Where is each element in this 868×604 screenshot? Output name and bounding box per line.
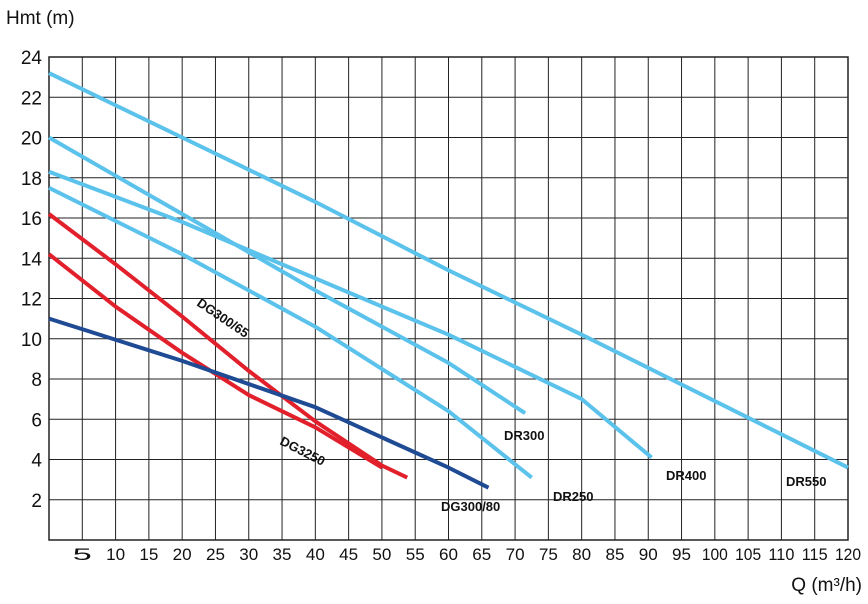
x-tick-label: 80: [572, 545, 591, 564]
x-tick-label: 120: [835, 545, 861, 564]
y-tick-label: 24: [21, 48, 43, 69]
y-tick-label: 16: [21, 209, 42, 230]
grid: [48, 56, 849, 541]
x-tick-label: 60: [439, 545, 458, 564]
series-line-dr300: [48, 135, 527, 415]
x-tick-label: 115: [802, 545, 828, 564]
x-tick-label: 90: [639, 545, 658, 564]
x-tick-label: 105: [735, 545, 761, 564]
x-tick-label: 45: [339, 545, 358, 564]
x-tick-label: 40: [306, 545, 325, 564]
x-tick-label: 10: [106, 545, 125, 564]
y-tick-label: 10: [21, 330, 42, 351]
x-axis-label: Q (m³/h): [791, 575, 862, 596]
x-tick-label: 55: [406, 545, 425, 564]
series-label-dr250: DR250: [553, 489, 593, 504]
x-tick-labels: 5 10 15 20 25 30 35 40 45 50 55 60 65 70 75 80 85 90 95 100…: [73, 545, 861, 564]
x-tick-label: 70: [506, 545, 525, 564]
y-tick-label: 20: [21, 129, 42, 150]
x-tick-label: 110: [768, 545, 794, 564]
x-tick-label: 95: [672, 545, 691, 564]
series-label-dr550: DR550: [786, 474, 826, 489]
series-label-dg300-80: DG300/80: [441, 499, 500, 514]
y-tick-label: 14: [21, 249, 43, 270]
x-tick-label: 15: [139, 545, 158, 564]
series-line-dg300-65: [47, 212, 409, 480]
x-tick-label: 35: [273, 545, 292, 564]
series-lines: [47, 71, 849, 490]
y-tick-label: 4: [31, 451, 42, 472]
x-tick-label: 100: [702, 545, 728, 564]
x-tick-label: 25: [206, 545, 225, 564]
x-tick-label: 30: [239, 545, 258, 564]
series-label-dr300: DR300: [504, 428, 544, 443]
y-tick-label: 18: [21, 169, 42, 190]
series-label-dr400: DR400: [666, 468, 706, 483]
y-tick-label: 22: [21, 88, 42, 109]
series-label-dg3250: DG3250: [278, 433, 328, 468]
series-line-dg300-80: [48, 316, 490, 490]
y-axis-label: Hmt (m): [6, 8, 75, 29]
x-tick-label: 5: [73, 545, 92, 564]
series-line-dr550: [48, 71, 849, 470]
y-tick-label: 8: [31, 370, 42, 391]
y-tick-label: 6: [31, 410, 42, 431]
y-tick-label: 12: [21, 290, 42, 311]
x-tick-label: 20: [173, 545, 192, 564]
x-tick-label: 85: [605, 545, 624, 564]
x-tick-label: 50: [372, 545, 391, 564]
x-tick-label: 75: [539, 545, 558, 564]
series-line-dr400: [48, 169, 653, 460]
x-tick-label: 65: [472, 545, 491, 564]
series-line-dr250: [48, 186, 533, 480]
y-tick-label: 2: [31, 491, 42, 512]
